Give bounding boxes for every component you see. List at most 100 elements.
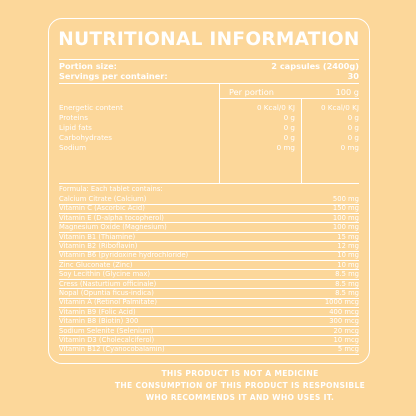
page-title: NUTRITIONAL INFORMATION bbox=[58, 29, 360, 50]
servings-divider bbox=[59, 83, 359, 84]
formula-ingredient: Zinc Gluconate (Zinc) bbox=[59, 260, 133, 269]
servings-value: 30 bbox=[347, 71, 359, 81]
formula-amount: 5 mcg bbox=[337, 345, 359, 354]
column-header-per-portion: Per portion bbox=[229, 87, 274, 97]
formula-amount: 12 mg bbox=[337, 242, 359, 250]
row-divider bbox=[59, 231, 359, 233]
formula-row: Soy Lecithin (Glycine max) 8.5 mg bbox=[59, 270, 359, 280]
nutrient-name: Sodium bbox=[59, 143, 87, 152]
formula-row: Zinc Gluconate (Zinc) 10 mg bbox=[59, 260, 359, 271]
row-divider bbox=[59, 241, 359, 243]
formula-amount: 10 mg bbox=[337, 260, 359, 269]
formula-ingredient: Vitamin D3 (Cholecalciferol) bbox=[59, 336, 155, 344]
formula-ingredient: Vitamin B9 (Folic Acid) bbox=[59, 307, 136, 316]
nutrient-per-100g: 0 Kcal/0 KJ bbox=[320, 103, 359, 112]
row-divider bbox=[59, 354, 359, 356]
formula-ingredient: Vitamin A (Retinol Palmitate) bbox=[59, 298, 158, 307]
formula-ingredient: Vitamin B8 (Biotin) 300 bbox=[59, 317, 139, 326]
nutrient-per-100g: 0 mg bbox=[340, 143, 359, 152]
formula-amount: 1000 mcg bbox=[324, 298, 359, 307]
formula-ingredient: Cress (Nasturtium officinale) bbox=[59, 279, 157, 288]
formula-row: Vitamin B1 (Thiamine) 15 mg bbox=[59, 232, 359, 243]
nutrient-per-100g: 0 g bbox=[347, 133, 359, 142]
row-divider bbox=[59, 250, 359, 252]
nutrient-per-100g: 0 g bbox=[347, 113, 359, 122]
nutrient-name: Energetic content bbox=[59, 103, 123, 112]
column-header-divider bbox=[219, 98, 359, 99]
row-divider bbox=[59, 344, 359, 346]
title-divider bbox=[59, 59, 359, 60]
row-divider bbox=[59, 278, 359, 280]
row-divider bbox=[59, 269, 359, 271]
formula-header: Formula: Each tablet contains: bbox=[59, 185, 163, 193]
formula-amount: 300 mcg bbox=[329, 317, 359, 326]
formula-row: Nopal (Opuntia ficus-indica) 8.5 mg bbox=[59, 289, 359, 299]
formula-ingredient: Vitamin E (D-alpha tocopherol) bbox=[59, 213, 164, 222]
row-divider bbox=[59, 335, 359, 337]
disclaimer-line: WHO RECOMMENDS IT AND WHO USES IT. bbox=[145, 393, 335, 402]
formula-amount: 100 mg bbox=[332, 213, 359, 222]
formula-amount: 15 mg bbox=[337, 232, 359, 241]
formula-row: Vitamin B8 (Biotin) 300 300 mcg bbox=[59, 317, 359, 327]
formula-row: Vitamin A (Retinol Palmitate) 1000 mcg bbox=[59, 298, 359, 309]
nutrient-per-portion: 0 mg bbox=[276, 143, 295, 152]
disclaimer-line: THIS PRODUCT IS NOT A MEDICINE bbox=[161, 369, 319, 378]
formula-row: Vitamin B2 (Riboflavin) 12 mg bbox=[59, 242, 359, 252]
nutrient-name: Carbohydrates bbox=[59, 133, 113, 142]
formula-ingredient: Sodium Selenite (Selenium) bbox=[59, 326, 154, 335]
nutrient-per-portion: 0 g bbox=[283, 123, 295, 132]
formula-row: Vitamin B6 (pyridoxine hydrochloride) 10 … bbox=[59, 251, 359, 262]
row-divider bbox=[59, 307, 359, 309]
formula-amount: 8.5 mg bbox=[335, 270, 359, 279]
row-divider bbox=[59, 325, 359, 327]
formula-amount: 150 mg bbox=[332, 204, 359, 213]
formula-row: Vitamin D3 (Cholecalciferol) 10 mcg bbox=[59, 336, 359, 346]
nutrient-per-portion: 0 g bbox=[283, 133, 295, 142]
column-divider-right bbox=[301, 99, 302, 183]
servings-row: Servings per container: 30 bbox=[59, 72, 359, 81]
nutrient-name: Proteins bbox=[59, 113, 88, 122]
formula-row: Vitamin B9 (Folic Acid) 400 mcg bbox=[59, 307, 359, 318]
formula-row: Magnesium Oxide (Magnesium) 100 mg bbox=[59, 223, 359, 233]
disclaimer-line: THE CONSUMPTION OF THIS PRODUCT IS RESPO… bbox=[114, 381, 366, 390]
formula-amount: 400 mcg bbox=[329, 307, 359, 316]
nutrition-panel: NUTRITIONAL INFORMATION Portion size: 2 … bbox=[48, 18, 370, 364]
formula-row: Vitamin B12 (Cyanocobalamin) 5 mcg bbox=[59, 345, 359, 356]
nutrient-per-100g: 0 g bbox=[347, 123, 359, 132]
formula-amount: 100 mg bbox=[332, 223, 359, 232]
formula-ingredient: Vitamin B12 (Cyanocobalamin) bbox=[59, 345, 165, 354]
formula-ingredient: Vitamin B1 (Thiamine) bbox=[59, 232, 136, 241]
row-divider bbox=[59, 222, 359, 224]
row-divider bbox=[59, 203, 359, 205]
formula-amount: 10 mcg bbox=[333, 336, 359, 344]
row-divider bbox=[59, 288, 359, 290]
row-divider bbox=[59, 213, 359, 215]
formula-amount: 20 mcg bbox=[333, 326, 359, 335]
formula-row: Vitamin C (Ascorbic Acid) 150 mg bbox=[59, 204, 359, 215]
formula-ingredient: Vitamin B2 (Riboflavin) bbox=[59, 242, 138, 250]
formula-row: Calcium Citrate (Calcium) 500 mg bbox=[59, 195, 359, 205]
portion-label: Portion size: bbox=[59, 61, 117, 71]
nutrient-per-portion: 0 Kcal/0 KJ bbox=[256, 103, 295, 112]
column-header-per-100g: 100 g bbox=[335, 87, 359, 97]
formula-amount: 8.5 mg bbox=[335, 289, 359, 297]
formula-ingredient: Calcium Citrate (Calcium) bbox=[59, 195, 147, 203]
formula-amount: 500 mg bbox=[332, 195, 359, 203]
portion-value: 2 capsules (2400g) bbox=[271, 61, 359, 71]
formula-ingredient: Soy Lecithin (Glycine max) bbox=[59, 270, 151, 279]
row-divider bbox=[59, 260, 359, 262]
formula-ingredient: Magnesium Oxide (Magnesium) bbox=[59, 223, 167, 232]
formula-ingredient: Vitamin B6 (pyridoxine hydrochloride) bbox=[59, 251, 189, 260]
row-divider bbox=[59, 297, 359, 299]
nutrient-divider bbox=[59, 183, 359, 184]
formula-row: Sodium Selenite (Selenium) 20 mcg bbox=[59, 326, 359, 337]
formula-row: Vitamin E (D-alpha tocopherol) 100 mg bbox=[59, 213, 359, 224]
nutrient-name: Lipid fats bbox=[59, 123, 92, 132]
row-divider bbox=[59, 316, 359, 318]
formula-ingredient: Nopal (Opuntia ficus-indica) bbox=[59, 289, 154, 297]
formula-amount: 8.5 mg bbox=[335, 279, 359, 288]
formula-ingredient: Vitamin C (Ascorbic Acid) bbox=[59, 204, 145, 213]
nutrient-per-portion: 0 g bbox=[283, 113, 295, 122]
column-divider-left bbox=[219, 83, 220, 183]
portion-row: Portion size: 2 capsules (2400g) bbox=[59, 62, 359, 71]
